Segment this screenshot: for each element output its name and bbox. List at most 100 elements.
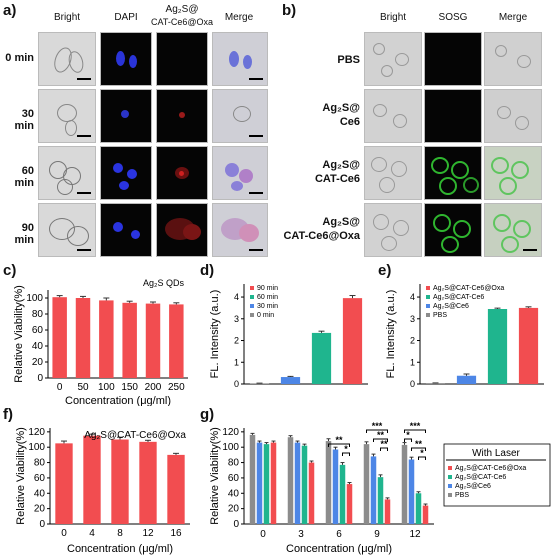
panel-a-image-dapi-60 <box>100 146 152 200</box>
chart-c-bar-0 <box>52 297 67 378</box>
chart-f-bar-0 <box>55 443 73 524</box>
chart-g-sig-2: *** <box>372 421 383 431</box>
panel-label-e: e) <box>378 262 392 279</box>
chart-c-ytick-label-0: 0 <box>37 373 43 384</box>
chart-f-xtick-label-1: 4 <box>89 528 95 539</box>
chart-f-ytick-label-2: 40 <box>34 488 46 499</box>
panel-b-image-sosg-pbs <box>424 32 482 86</box>
chart-g-bar-3-2 <box>377 477 384 524</box>
panel-label-f: f) <box>3 406 13 423</box>
panel-a-image-merge-0 <box>212 32 268 86</box>
chart-e-legend-swatch-1 <box>426 295 430 299</box>
panel-b-header-merge: Merge <box>498 12 528 23</box>
chart-d-bar-3 <box>342 298 363 384</box>
chart-f-annotation: Ag₂S@CAT-Ce6@Oxa <box>84 430 186 441</box>
chart-e-bar-3 <box>518 307 539 384</box>
chart-c-bar-3 <box>122 302 137 378</box>
chart-g-bracket-5 <box>404 429 426 433</box>
panel-b-image-bright-ce6 <box>364 89 422 143</box>
panel-b-image-sosg-ce6 <box>424 89 482 143</box>
chart-d-legend-label-1: 60 min <box>257 294 278 301</box>
chart-f-bar-2 <box>111 439 129 524</box>
panel-a-image-dapi-90 <box>100 203 152 257</box>
chart-g-legend-label-2: Ag₂S@Ce6 <box>455 483 491 490</box>
chart-e-ytick-label-0: 0 <box>410 379 415 389</box>
panel-a-header-bright: Bright <box>53 12 81 23</box>
panel-a-image-merge-90 <box>212 203 268 257</box>
chart-g-ytick-label-2: 40 <box>228 488 240 499</box>
chart-g-legend-frame <box>443 443 551 507</box>
chart-g-ytick-label-6: 120 <box>222 427 239 438</box>
chart-g-bar-0-1 <box>256 442 263 524</box>
chart-d-ytick-label-2: 2 <box>234 336 239 346</box>
panel-label-g: g) <box>200 406 215 423</box>
chart-f-ytick-label-3: 60 <box>34 473 46 484</box>
chart-g-sig-3: ** <box>377 430 385 440</box>
chart-g-sig-1: * <box>344 444 348 454</box>
chart-f-xtick-label-4: 16 <box>170 528 182 539</box>
chart-g-bar-4-3 <box>422 505 429 524</box>
panel-b-row-cat-line1: Ag₂S@ <box>322 159 360 171</box>
chart-e-legend-label-2: Ag₂S@Ce6 <box>433 303 469 310</box>
panel-b-image-sosg-oxa <box>424 203 482 257</box>
panel-b-image-merge-cat <box>484 146 542 200</box>
panel-a-image-bright-60 <box>38 146 96 200</box>
chart-g-bracket-8 <box>418 456 426 460</box>
chart-g-bar-2-3 <box>346 484 353 524</box>
chart-g-xtick-label-1: 3 <box>298 529 304 540</box>
panel-b-image-bright-oxa <box>364 203 422 257</box>
chart-g-bar-3-3 <box>384 499 391 524</box>
chart-g-legend-label-3: PBS <box>455 492 469 499</box>
chart-g-ytick-label-5: 100 <box>222 442 239 453</box>
chart-f-ytick-label-4: 80 <box>34 458 46 469</box>
chart-d-legend-swatch-3 <box>250 313 254 317</box>
chart-c-xtick-label-1: 50 <box>77 382 89 393</box>
chart-f-bar-4 <box>167 454 185 524</box>
panel-a-row-0min: 0 min <box>5 52 34 64</box>
chart-c-xtick-label-0: 0 <box>57 382 63 393</box>
panel-a-image-bright-30 <box>38 89 96 143</box>
chart-c-bar-2 <box>99 300 114 378</box>
panel-b-image-bright-pbs <box>364 32 422 86</box>
chart-g-ylabel: Relative Viability(%) <box>209 427 221 525</box>
chart-g-bar-2-2 <box>339 464 346 524</box>
chart-d-fl-intensity-time: 0 1 2 3 4 FL. Intensity (a.u.) 90 min 60 min 30 … <box>209 284 368 389</box>
chart-e-legend-label-3: PBS <box>433 312 447 319</box>
chart-g-xtick-label-3: 9 <box>374 529 380 540</box>
panel-b-image-bright-cat <box>364 146 422 200</box>
chart-f-ytick-label-0: 0 <box>39 519 45 530</box>
panel-a-row-60min: 60 min <box>14 165 34 189</box>
chart-g-sig-8: * <box>420 448 424 458</box>
chart-d-bar-2 <box>311 332 332 384</box>
chart-c-xlabel: Concentration (μg/ml) <box>65 395 171 406</box>
chart-g-bar-1-2 <box>301 445 308 524</box>
panel-a-image-merge-30 <box>212 89 268 143</box>
chart-g-legend-title: With Laser <box>472 448 520 459</box>
chart-g-bracket-6 <box>404 438 412 442</box>
chart-g-bar-0-2 <box>263 444 270 524</box>
chart-d-ylabel: FL. Intensity (a.u.) <box>209 290 221 379</box>
chart-c-ytick-label-4: 80 <box>32 309 44 320</box>
chart-g-bar-4-1 <box>408 459 415 524</box>
chart-e-ylabel: FL. Intensity (a.u.) <box>385 290 397 379</box>
chart-c-bar-1 <box>75 298 91 378</box>
panel-a-image-probe-60 <box>156 146 208 200</box>
chart-e-fl-intensity-groups: 0 1 2 3 4 FL. Intensity (a.u.) Ag₂S@CAT-Ce6@Ox… <box>385 284 544 389</box>
chart-g-bar-2-0 <box>325 441 332 524</box>
chart-e-bar-0 <box>425 383 446 384</box>
chart-c-ytick-label-3: 60 <box>32 325 44 336</box>
chart-g-xlabel: Concentration (μg/ml) <box>286 543 392 555</box>
chart-g-legend-label-0: Ag₂S@CAT-Ce6@Oxa <box>455 465 526 472</box>
chart-g-bar-1-1 <box>294 442 301 524</box>
panel-a-image-bright-0 <box>38 32 96 86</box>
chart-d-legend-label-0: 90 min <box>257 285 278 292</box>
chart-g-legend-swatch-0 <box>448 466 452 470</box>
chart-g-ytick-label-3: 60 <box>228 473 240 484</box>
chart-g-bracket-3 <box>373 438 388 442</box>
chart-g-bar-3-0 <box>363 444 370 524</box>
chart-c-ytick-label-2: 40 <box>32 341 44 352</box>
panel-b-image-sosg-cat <box>424 146 482 200</box>
panel-a-image-bright-90 <box>38 203 96 257</box>
